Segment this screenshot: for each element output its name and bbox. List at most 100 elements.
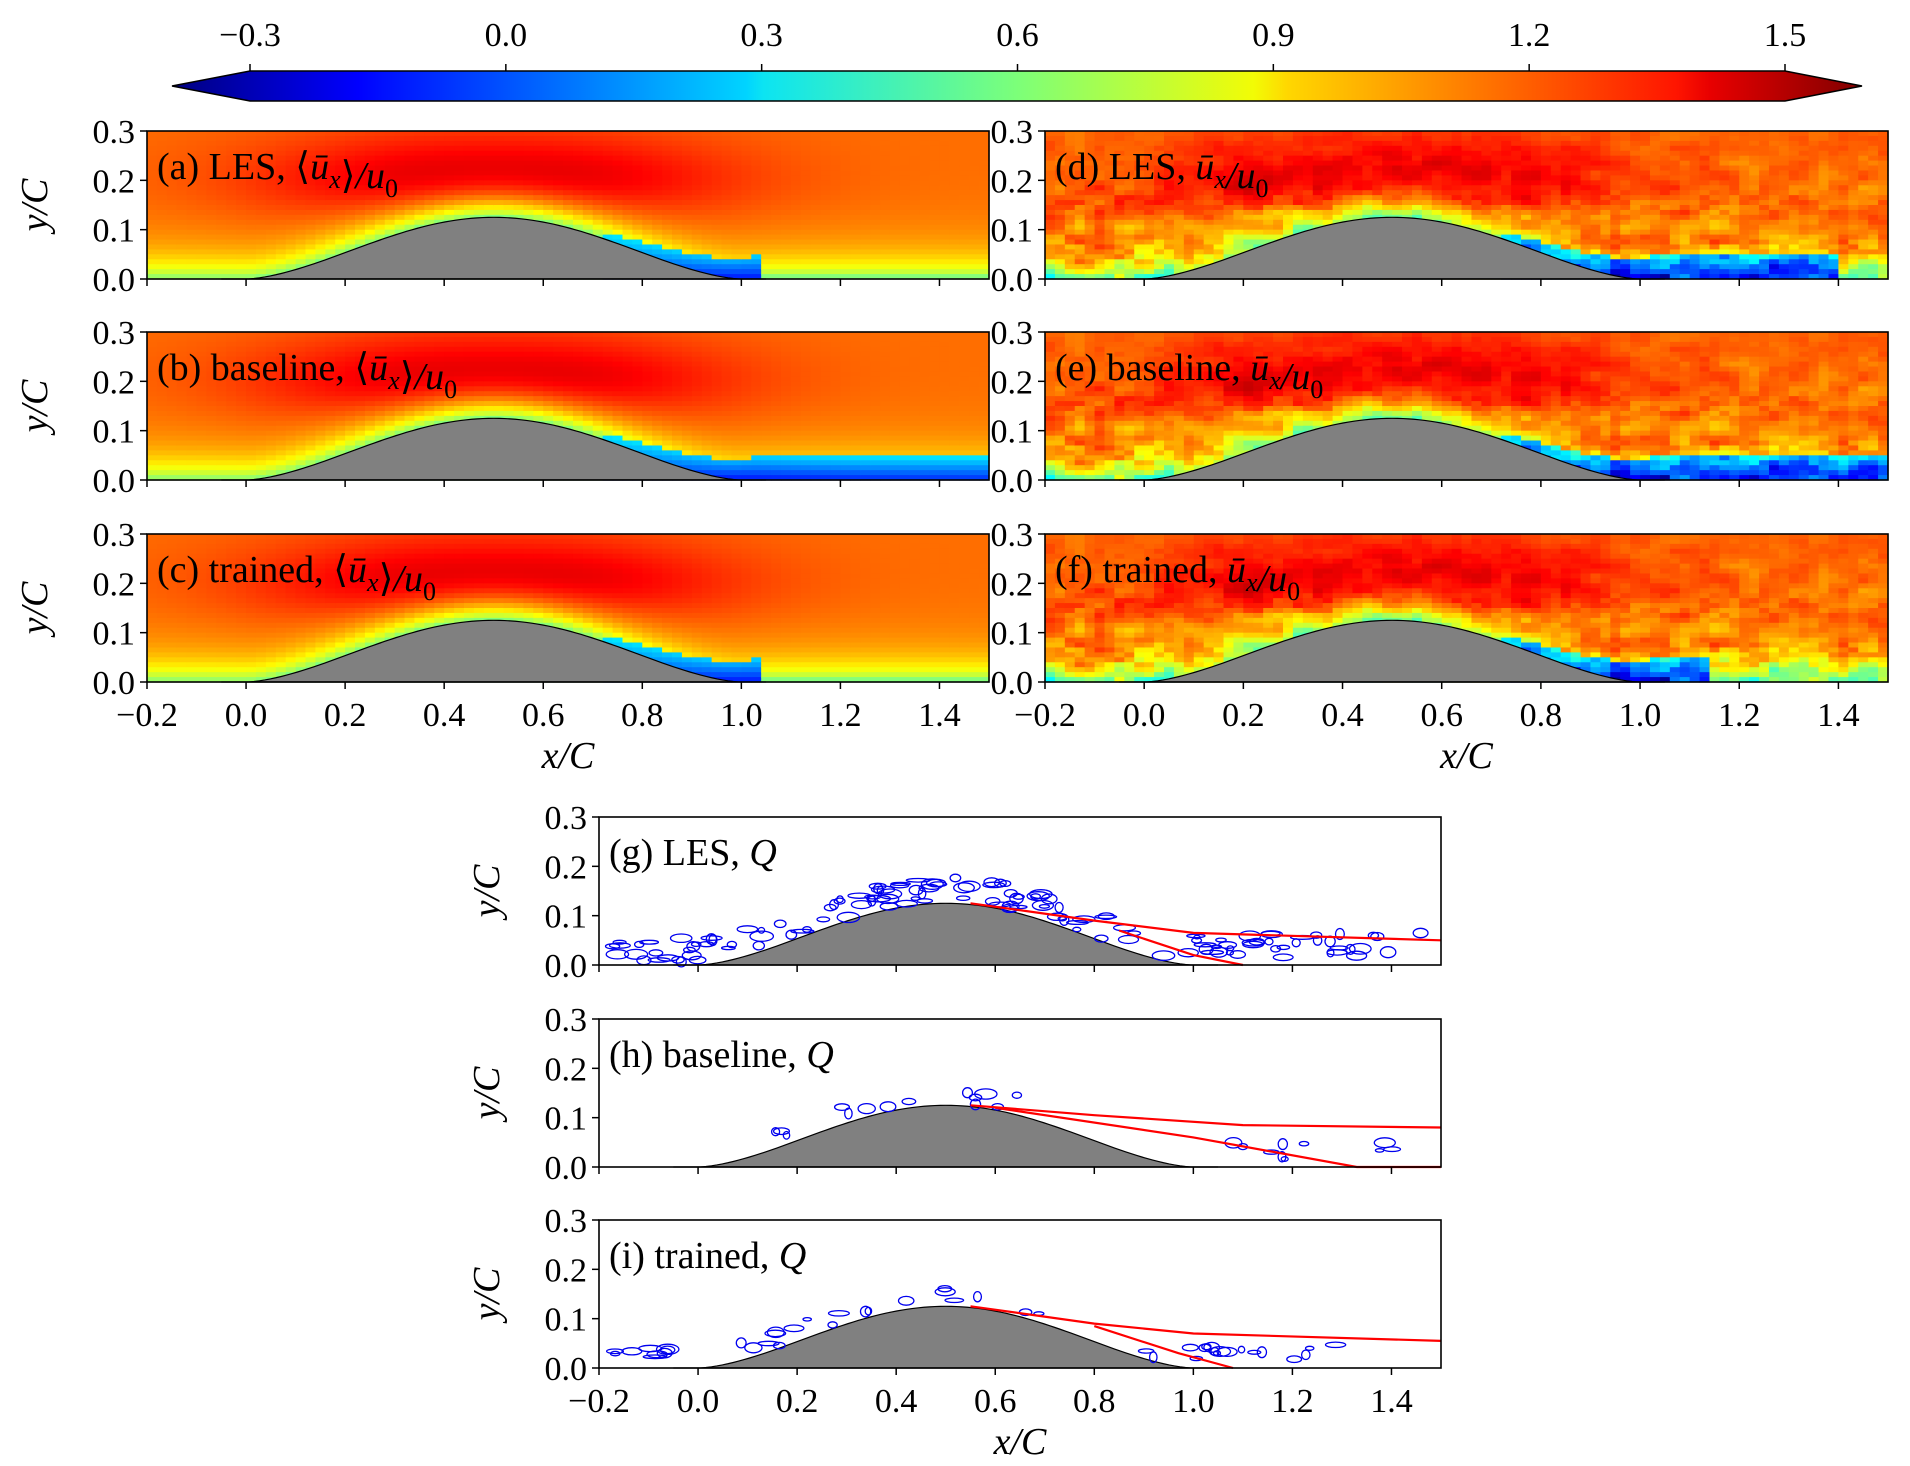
field-cell [345,406,356,412]
field-cell [929,269,941,275]
field-cell [206,465,217,471]
field-cell [889,185,901,191]
field-cell [701,160,713,167]
field-cell [711,224,723,231]
field-cell [255,180,267,186]
field-cell [483,376,495,382]
field-cell [642,190,653,196]
field-cell [889,415,901,422]
field-cell [622,391,633,397]
field-cell [543,401,554,407]
field-cell [840,200,851,206]
field-cell [929,420,941,427]
field-cell [285,200,297,206]
field-cell [731,219,742,226]
field-cell [929,336,941,343]
field-cell [493,135,505,142]
field-cell [761,145,772,152]
field-cell [909,200,921,206]
field-cell [404,224,416,231]
field-cell [731,401,742,407]
field-cell [860,420,871,427]
field-cell [652,401,663,407]
field-cell [305,195,316,201]
field-cell [662,351,673,358]
field-cell [147,430,158,437]
field-cell [226,259,237,265]
field-cell [553,386,564,392]
field-cell [473,356,485,363]
field-cell [790,475,802,481]
field-cell [246,425,257,432]
field-cell [295,264,307,270]
field-cell [513,361,525,368]
field-cell [533,170,544,176]
field-cell [196,145,208,152]
field-cell [275,376,287,382]
field-cell [672,145,683,152]
field-cell [949,234,960,241]
field-cell [662,135,673,142]
field-cell [473,366,485,373]
field-cell [741,420,752,427]
field-cell [563,376,574,382]
field-cell [493,170,505,176]
field-cell [533,351,544,358]
field-cell [147,371,158,377]
field-cell [889,455,901,461]
field-cell [196,185,208,191]
field-cell [612,160,624,167]
field-cell [780,219,792,226]
field-cell [860,239,871,246]
field-cell [246,214,257,221]
field-cell [909,391,921,397]
field-cell [553,346,564,353]
field-cell [840,435,851,442]
field-cell [959,185,970,191]
field-cell [909,332,921,338]
field-cell [394,209,406,216]
field-cell [800,145,812,152]
field-cell [424,135,435,142]
field-cell [285,224,297,231]
field-cell [315,376,326,382]
field-cell [632,420,643,427]
field-cell [176,239,188,246]
field-cell [731,361,742,368]
field-cell [533,209,544,216]
field-cell [642,341,653,348]
field-cell [226,145,237,152]
field-cell [602,415,614,422]
field-cell [711,150,723,157]
field-cell [295,351,307,358]
field-cell [226,475,237,481]
field-cell [295,406,307,412]
field-cell [315,145,326,152]
field-cell [889,376,901,382]
field-cell [166,269,178,275]
field-cell [315,341,326,348]
field-cell [483,406,495,412]
field-cell [701,435,713,442]
field-cell [830,346,842,353]
field-cell [355,200,366,206]
field-cell [196,224,208,231]
field-cell [751,460,762,466]
field-cell [463,170,475,176]
field-cell [454,165,465,172]
field-cell [493,376,505,382]
field-cell [870,415,881,422]
field-cell [909,254,921,260]
field-cell [305,224,316,231]
field-cell [176,346,188,353]
field-cell [156,445,168,451]
field-cell [592,356,604,363]
field-cell [295,465,307,471]
field-cell [850,214,861,221]
field-cell [860,219,871,226]
field-cell [711,356,723,363]
field-cell [969,135,980,142]
field-cell [463,336,475,343]
field-cell [681,214,693,221]
field-cell [206,131,217,137]
